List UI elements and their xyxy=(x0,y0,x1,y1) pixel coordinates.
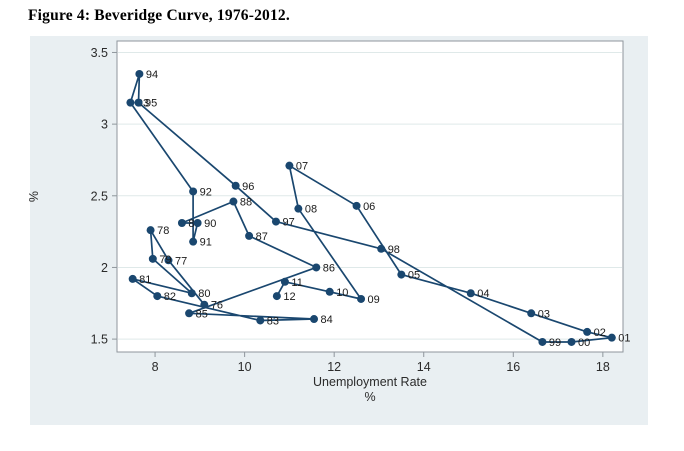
data-point-79 xyxy=(148,254,157,263)
year-label-87: 87 xyxy=(256,231,268,243)
data-point-99 xyxy=(538,337,547,346)
year-label-11: 11 xyxy=(291,277,302,289)
x-tick-label-12: 12 xyxy=(327,360,341,374)
figure-title: Figure 4: Beveridge Curve, 1976-2012. xyxy=(28,7,290,24)
data-point-83 xyxy=(256,316,265,325)
data-point-97 xyxy=(271,217,280,226)
year-label-76: 76 xyxy=(211,300,223,312)
data-point-06 xyxy=(352,201,361,210)
data-point-96 xyxy=(231,181,240,190)
data-point-02 xyxy=(583,327,592,336)
data-point-81 xyxy=(128,274,137,283)
data-point-77 xyxy=(164,256,173,265)
data-point-78 xyxy=(146,226,155,235)
year-label-00: 00 xyxy=(578,337,590,349)
data-point-85 xyxy=(185,309,194,318)
x-tick-label-14: 14 xyxy=(417,360,431,374)
year-label-97: 97 xyxy=(282,217,294,229)
year-label-83: 83 xyxy=(267,315,279,327)
data-point-08 xyxy=(294,204,303,213)
year-label-91: 91 xyxy=(200,237,212,249)
year-label-96: 96 xyxy=(242,181,254,193)
year-label-88: 88 xyxy=(240,197,252,209)
data-point-76 xyxy=(200,300,209,309)
year-label-10: 10 xyxy=(336,287,348,299)
data-point-10 xyxy=(325,287,334,296)
year-label-98: 98 xyxy=(388,244,400,256)
year-label-03: 03 xyxy=(538,308,550,320)
year-label-84: 84 xyxy=(321,314,333,326)
data-point-01 xyxy=(607,333,616,342)
year-label-80: 80 xyxy=(198,288,210,300)
x-axis-title: Unemployment Rate xyxy=(313,375,427,389)
data-point-05 xyxy=(397,270,406,279)
year-label-07: 07 xyxy=(296,161,308,173)
y-axis-title: % xyxy=(27,191,41,202)
year-label-82: 82 xyxy=(164,291,176,303)
data-point-12 xyxy=(272,292,281,301)
year-label-77: 77 xyxy=(175,255,187,267)
x-axis-unit: % xyxy=(364,390,375,404)
data-point-09 xyxy=(357,294,366,303)
data-point-88 xyxy=(229,197,238,206)
data-point-00 xyxy=(567,337,576,346)
x-tick-label-10: 10 xyxy=(238,360,252,374)
data-point-86 xyxy=(312,263,321,272)
year-label-92: 92 xyxy=(200,186,212,198)
x-tick-label-16: 16 xyxy=(506,360,520,374)
data-point-89 xyxy=(177,219,186,228)
data-point-07 xyxy=(285,161,294,170)
year-label-95: 95 xyxy=(145,98,157,110)
year-label-99: 99 xyxy=(549,337,561,349)
x-tick-label-18: 18 xyxy=(596,360,610,374)
year-label-90: 90 xyxy=(204,218,216,230)
data-point-92 xyxy=(189,187,198,196)
data-point-82 xyxy=(153,292,162,301)
year-label-04: 04 xyxy=(477,288,489,300)
data-point-98 xyxy=(377,244,386,253)
y-tick-label-2: 2 xyxy=(101,261,108,275)
y-tick-label-2.5: 2.5 xyxy=(91,189,108,203)
data-point-93 xyxy=(126,98,135,107)
y-tick-label-3: 3 xyxy=(101,118,108,132)
data-point-04 xyxy=(466,289,475,298)
year-label-09: 09 xyxy=(368,294,380,306)
year-label-02: 02 xyxy=(594,327,606,339)
year-label-79: 79 xyxy=(159,254,171,266)
year-label-12: 12 xyxy=(283,291,295,303)
y-tick-label-3.5: 3.5 xyxy=(91,46,108,60)
year-label-81: 81 xyxy=(139,274,151,286)
year-label-78: 78 xyxy=(157,225,169,237)
year-label-06: 06 xyxy=(363,201,375,213)
data-point-91 xyxy=(189,237,198,246)
data-point-90 xyxy=(193,219,202,228)
data-point-03 xyxy=(527,309,536,318)
data-point-11 xyxy=(280,277,289,286)
y-tick-label-1.5: 1.5 xyxy=(91,333,108,347)
data-point-94 xyxy=(135,69,144,78)
data-point-84 xyxy=(310,315,319,324)
x-tick-label-8: 8 xyxy=(152,360,159,374)
data-point-95 xyxy=(134,98,143,107)
year-label-05: 05 xyxy=(408,270,420,282)
year-label-86: 86 xyxy=(323,262,335,274)
year-label-85: 85 xyxy=(196,308,208,320)
year-label-08: 08 xyxy=(305,204,317,216)
year-label-01: 01 xyxy=(618,333,630,345)
year-label-94: 94 xyxy=(146,69,158,81)
data-point-87 xyxy=(245,231,254,240)
data-point-80 xyxy=(187,289,196,298)
